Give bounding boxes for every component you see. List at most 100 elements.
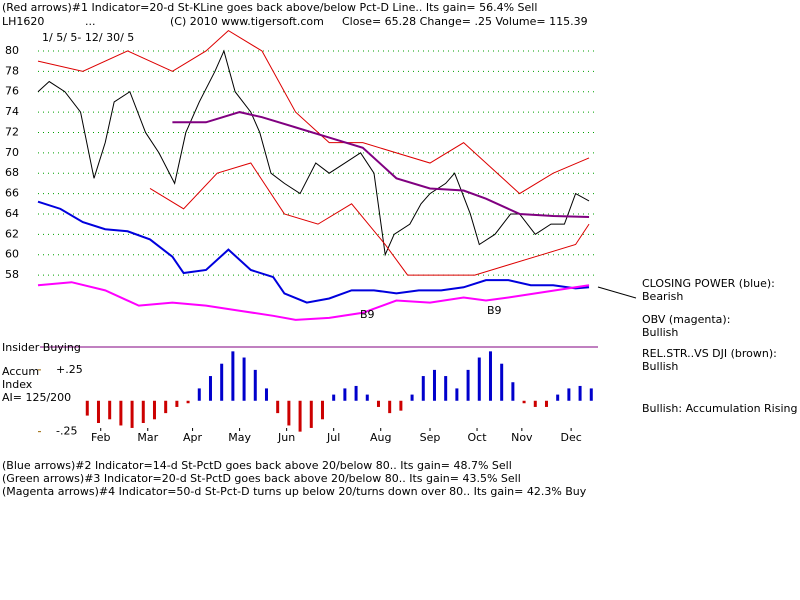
x-tick-label: Jun (277, 431, 295, 444)
accum-bar (410, 394, 414, 401)
accum-bar (444, 376, 448, 401)
accum-bar (354, 385, 358, 401)
annotation: CLOSING POWER (blue): (642, 277, 775, 290)
accum-bar (220, 363, 224, 401)
accum-bar (309, 400, 313, 428)
accum-bar (287, 400, 291, 426)
accum-bar (500, 363, 504, 401)
accum-bar (388, 400, 392, 414)
accum-bar (399, 400, 403, 411)
accum-bar (578, 385, 582, 401)
x-tick-label: Aug (370, 431, 391, 444)
annotation: Bullish (642, 360, 678, 373)
accum-bar (85, 400, 89, 416)
y-tick-label: 68 (5, 166, 19, 179)
x-tick-label: Dec (560, 431, 581, 444)
accum-bar (164, 400, 168, 414)
accum-bar (264, 388, 268, 401)
accum-bar (522, 400, 526, 404)
y-tick-label: 74 (5, 105, 19, 118)
annotation: B9 (487, 304, 502, 317)
accum-bar (320, 400, 324, 420)
accum-bar (544, 400, 548, 407)
accum-bar (253, 369, 257, 401)
panel-label: AI= 125/200 (2, 391, 71, 404)
series-line (37, 49, 590, 257)
accum-bar (432, 369, 436, 401)
series-line (37, 281, 590, 321)
accum-bar (231, 351, 235, 401)
accum-bar (332, 394, 336, 401)
accum-bar (533, 400, 537, 407)
y-tick-label: +.25 (56, 363, 83, 376)
y-tick-label: 70 (5, 146, 19, 159)
annotation: Bullish (642, 326, 678, 339)
x-tick-label: Apr (183, 431, 203, 444)
y-tick-label: 62 (5, 227, 19, 240)
x-tick-label: Oct (468, 431, 488, 444)
accum-bar (242, 357, 246, 401)
accum-bar (455, 388, 459, 401)
note: (Green arrows)#3 Indicator=20-d St-PctD … (2, 472, 521, 485)
accum-bar (477, 357, 481, 401)
accum-bar (186, 400, 190, 404)
x-tick-label: Jul (326, 431, 340, 444)
x-tick-label: Feb (91, 431, 110, 444)
y-tick-label: 66 (5, 187, 19, 200)
date-range: 1/ 5/ 5- 12/ 30/ 5 (42, 31, 134, 44)
annotation: OBV (magenta): (642, 313, 730, 326)
accum-bar (208, 376, 212, 401)
symbol: LH1620 (2, 15, 44, 28)
accum-bar (96, 400, 100, 423)
annotation: REL.STR..VS DJI (brown): (642, 347, 777, 360)
accum-bar (197, 388, 201, 401)
panel-label: Accum (2, 365, 39, 378)
note: (Magenta arrows)#4 Indicator=50-d St-Pct… (2, 485, 587, 498)
accum-bar (152, 400, 156, 420)
accum-bar (108, 400, 112, 420)
panel-label: Insider Buying (2, 341, 81, 354)
accum-bar (511, 382, 515, 401)
accum-bar (421, 376, 425, 401)
accum-bar (488, 351, 492, 401)
quote: Close= 65.28 Change= .25 Volume= 115.39 (342, 15, 588, 28)
ellipsis: ... (85, 15, 96, 28)
accum-bar (119, 400, 123, 426)
x-tick-label: Mar (137, 431, 158, 444)
accum-bar (466, 369, 470, 401)
accum-bar (376, 400, 380, 407)
series-line (149, 162, 590, 276)
accum-bar (298, 400, 302, 432)
panel-label: Index (2, 378, 33, 391)
copyright: (C) 2010 www.tigersoft.com (170, 15, 324, 28)
annotation: B9 (360, 308, 375, 321)
y-tick-label: 72 (5, 125, 19, 138)
x-tick-label: Nov (511, 431, 533, 444)
accum-bar (130, 400, 134, 428)
series-line (37, 29, 590, 195)
accum-bar (556, 394, 560, 401)
accum-bar (567, 388, 571, 401)
accum-bar (343, 388, 347, 401)
y-tick-label: 64 (5, 207, 19, 220)
series-line (37, 200, 590, 304)
annotation: Bullish: Accumulation Rising (642, 402, 797, 415)
y-tick-label: 78 (5, 64, 19, 77)
pointer-line (597, 286, 637, 299)
x-tick-label: Sep (420, 431, 441, 444)
title: (Red arrows)#1 Indicator=20-d St-KLine g… (2, 1, 537, 14)
accum-bar (365, 394, 369, 401)
y-tick-label: 60 (5, 248, 19, 261)
annotation: Bearish (642, 290, 683, 303)
y-tick-label: 76 (5, 85, 19, 98)
accum-bar (589, 388, 593, 401)
accum-bar (141, 400, 145, 423)
x-tick-label: May (228, 431, 251, 444)
y-tick-label: -.25 (56, 425, 77, 438)
y-tick-label: 58 (5, 268, 19, 281)
accum-bar (276, 400, 280, 414)
note: (Blue arrows)#2 Indicator=14-d St-PctD g… (2, 459, 512, 472)
y-tick-label: 80 (5, 44, 19, 57)
